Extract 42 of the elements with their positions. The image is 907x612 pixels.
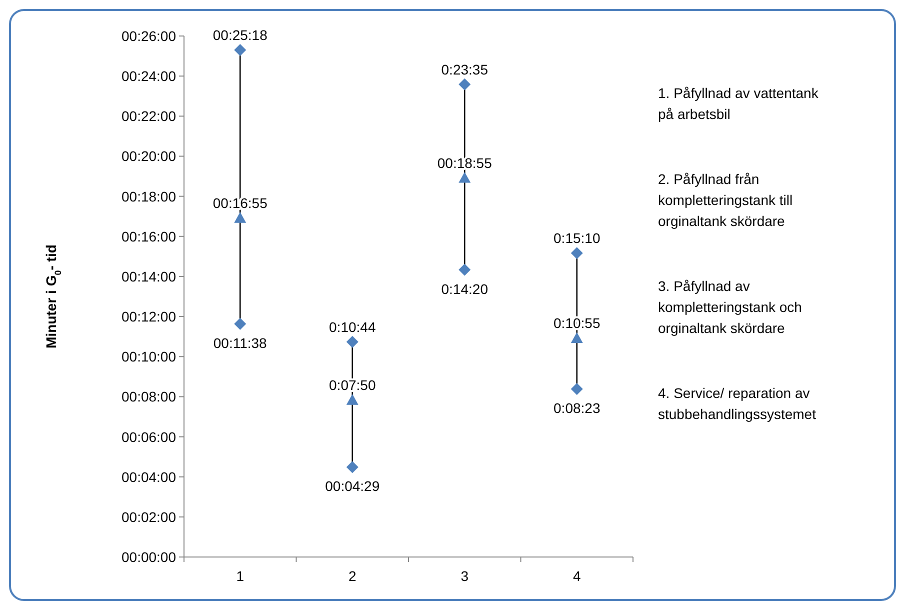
y-tick-label: 00:16:00 [122,228,176,244]
y-tick-label: 00:26:00 [122,28,176,44]
y-tick-label: 00:14:00 [122,268,176,284]
x-tick-label: 3 [460,568,469,584]
y-tick-label: 00:12:00 [122,308,176,325]
x-tick-label: 4 [572,568,581,584]
point [458,78,471,90]
data-label: 0:15:10 [554,230,600,246]
y-tick-label: 00:00:00 [122,549,176,565]
point [346,394,358,405]
text: 3. Påfyllnad av kompletteringstank och orginaltank skördare [658,278,802,336]
x-tick-label: 2 [348,568,356,584]
x-tick-label: 1 [236,568,244,584]
y-tick-label: 00:06:00 [122,428,176,445]
y-tick-label: 00:18:00 [122,188,176,204]
y-tick-label: 00:20:00 [122,148,176,164]
y-tick-label: 00:10:00 [122,348,176,365]
y-tick-label: 00:04:00 [122,468,176,485]
point [458,264,471,276]
y-tick-label: 00:08:00 [122,388,176,405]
point [346,461,358,474]
point [458,172,471,183]
y-tick-label: 00:02:00 [122,508,176,525]
data-label: 0:10:44 [329,318,376,335]
text: 4. Service/ reparation av stubbehandlingssystemet [658,385,816,422]
data-label: 00:25:18 [212,27,268,44]
point [570,247,583,260]
data-label: 00:11:38 [213,334,268,351]
data-label: 00:04:29 [325,478,380,494]
y-tick-label: 00:22:00 [122,108,176,124]
point [346,336,358,348]
y-tick-label: 00:24:00 [122,68,176,84]
point [234,212,246,223]
text: 1. Påfyllnad av vattentank på arbetsbil [658,85,820,122]
point [570,332,583,344]
data-label: 0:14:20 [441,280,488,297]
data-label: 0:23:35 [441,61,488,78]
point [234,318,246,330]
point [570,383,583,396]
data-label: 0:08:23 [554,400,600,416]
point [234,44,246,56]
text: 2. Påfyllnad från kompletteringstank till orginaltank skördare [658,171,793,229]
